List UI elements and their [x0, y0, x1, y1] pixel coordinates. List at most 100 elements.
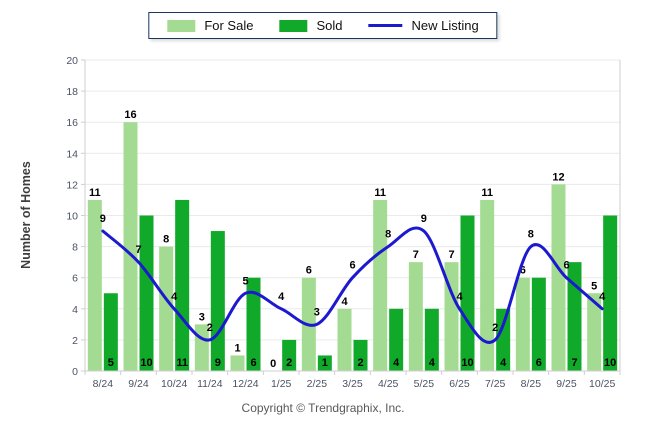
bar-sold — [317, 355, 332, 371]
new-listing-line-swatch-icon — [368, 24, 403, 27]
bar-sold — [496, 308, 511, 371]
for-sale-swatch-icon — [167, 19, 196, 32]
new-listing-value-label: 4 — [171, 291, 178, 303]
new-listing-value-label: 8 — [385, 229, 391, 241]
y-tick-label: 18 — [66, 86, 78, 98]
sold-value-label: 7 — [571, 357, 577, 369]
y-tick-label: 16 — [66, 117, 78, 129]
x-axis-label: 12/24 — [232, 378, 258, 390]
new-listing-value-label: 4 — [599, 291, 606, 303]
bar-for-sale — [230, 355, 245, 371]
new-listing-value-label: 7 — [135, 244, 141, 256]
new-listing-value-label: 4 — [278, 291, 285, 303]
for-sale-value-label: 11 — [89, 187, 101, 199]
bar-for-sale — [159, 246, 174, 371]
x-axis-label: 8/25 — [521, 378, 542, 390]
bar-sold — [282, 339, 297, 371]
x-axis-label: 5/25 — [414, 378, 435, 390]
legend-item-new-listing: New Listing — [368, 18, 479, 33]
sold-value-label: 11 — [176, 357, 188, 369]
new-listing-value-label: 4 — [456, 291, 463, 303]
sold-value-label: 4 — [429, 357, 436, 369]
x-axis-label: 4/25 — [378, 378, 399, 390]
x-axis-label: 1/25 — [271, 378, 292, 390]
x-axis-label: 9/24 — [128, 378, 149, 390]
bar-for-sale — [87, 199, 102, 371]
legend-label-for-sale: For Sale — [204, 18, 254, 33]
for-sale-value-label: 1 — [234, 342, 240, 354]
x-axis-label: 2/25 — [307, 378, 328, 390]
bar-sold — [246, 277, 261, 371]
new-listing-value-label: 2 — [492, 322, 498, 334]
bar-sold — [139, 215, 154, 371]
for-sale-value-label: 16 — [124, 109, 136, 121]
y-tick-label: 8 — [72, 242, 78, 254]
y-tick-label: 12 — [66, 179, 78, 191]
copyright-text: Copyright © Trendgraphix, Inc. — [241, 401, 405, 415]
for-sale-value-label: 8 — [163, 234, 169, 246]
x-axis-label: 6/25 — [449, 378, 470, 390]
for-sale-value-label: 5 — [591, 280, 597, 292]
x-axis-label: 10/25 — [589, 378, 615, 390]
y-axis-title: Number of Homes — [19, 161, 33, 269]
legend-label-sold: Sold — [316, 18, 343, 33]
bar-for-sale — [515, 277, 530, 371]
bar-sold — [531, 277, 546, 371]
for-sale-value-label: 0 — [270, 358, 276, 370]
bar-for-sale — [123, 122, 138, 371]
bar-for-sale — [337, 308, 352, 371]
legend-label-new-listing: New Listing — [411, 18, 479, 33]
sold-swatch-icon — [279, 19, 308, 32]
bar-for-sale — [373, 199, 388, 371]
sold-value-label: 2 — [286, 357, 292, 369]
for-sale-value-label: 6 — [520, 265, 526, 277]
sold-value-label: 10 — [461, 357, 473, 369]
sold-value-label: 10 — [140, 357, 152, 369]
bar-for-sale — [480, 199, 495, 371]
for-sale-value-label: 11 — [481, 187, 493, 199]
sold-value-label: 10 — [604, 357, 616, 369]
x-axis-label: 9/25 — [556, 378, 577, 390]
for-sale-value-label: 11 — [374, 187, 386, 199]
bar-sold — [353, 339, 368, 371]
new-listing-value-label: 6 — [349, 260, 355, 272]
new-listing-value-label: 8 — [528, 229, 534, 241]
bar-sold — [103, 293, 118, 371]
sold-value-label: 1 — [322, 357, 328, 369]
sold-value-label: 9 — [215, 357, 221, 369]
chart-canvas: Number of Homes 024681012141618201151610… — [19, 55, 621, 390]
x-axis-label: 7/25 — [485, 378, 506, 390]
bar-sold — [460, 215, 475, 371]
bar-for-sale — [587, 293, 602, 371]
bar-sold — [175, 199, 190, 371]
new-listing-line — [101, 226, 604, 344]
bar-for-sale — [551, 184, 566, 371]
bar-sold — [389, 308, 404, 371]
for-sale-value-label: 3 — [199, 311, 205, 323]
bar-sold — [424, 308, 439, 371]
x-axis-label: 3/25 — [342, 378, 363, 390]
bar-for-sale — [444, 262, 459, 371]
y-tick-label: 20 — [66, 55, 78, 67]
sold-value-label: 6 — [250, 357, 256, 369]
y-tick-label: 4 — [72, 304, 78, 316]
x-axis-label: 8/24 — [93, 378, 114, 390]
y-tick-label: 14 — [66, 148, 78, 160]
legend-item-sold: Sold — [279, 18, 342, 33]
y-tick-label: 0 — [72, 366, 78, 378]
new-listing-value-label: 6 — [563, 260, 569, 272]
for-sale-value-label: 12 — [552, 171, 564, 183]
bar-for-sale — [408, 262, 423, 371]
new-listing-value-label: 9 — [421, 213, 427, 225]
y-tick-label: 2 — [72, 335, 78, 347]
sold-value-label: 4 — [500, 357, 507, 369]
x-axis-label: 11/24 — [197, 378, 223, 390]
x-axis-label: 10/24 — [161, 378, 187, 390]
y-tick-label: 10 — [66, 211, 78, 223]
legend-item-for-sale: For Sale — [167, 18, 253, 33]
bar-sold — [210, 231, 225, 371]
new-listing-value-label: 3 — [314, 306, 320, 318]
new-listing-value-label: 9 — [100, 213, 106, 225]
sold-value-label: 5 — [108, 357, 114, 369]
